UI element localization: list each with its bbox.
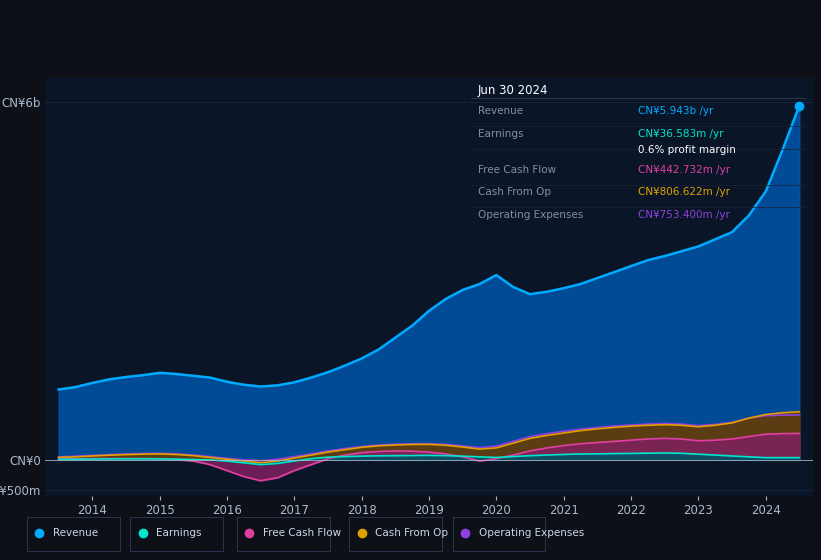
Text: CN¥5.943b /yr: CN¥5.943b /yr <box>639 106 713 116</box>
Text: Free Cash Flow: Free Cash Flow <box>478 165 556 175</box>
Text: Free Cash Flow: Free Cash Flow <box>263 529 341 538</box>
Text: CN¥806.622m /yr: CN¥806.622m /yr <box>639 186 731 197</box>
Text: Jun 30 2024: Jun 30 2024 <box>478 85 548 97</box>
Text: Operating Expenses: Operating Expenses <box>479 529 584 538</box>
FancyBboxPatch shape <box>27 516 120 551</box>
Text: Revenue: Revenue <box>478 106 523 116</box>
Text: 0.6% profit margin: 0.6% profit margin <box>639 146 736 156</box>
Text: Earnings: Earnings <box>478 129 523 139</box>
Text: Cash From Op: Cash From Op <box>375 529 448 538</box>
FancyBboxPatch shape <box>236 516 330 551</box>
Text: Revenue: Revenue <box>53 529 99 538</box>
Text: Cash From Op: Cash From Op <box>478 186 551 197</box>
Text: Earnings: Earnings <box>157 529 202 538</box>
Text: CN¥753.400m /yr: CN¥753.400m /yr <box>639 210 730 220</box>
Text: Operating Expenses: Operating Expenses <box>478 210 583 220</box>
FancyBboxPatch shape <box>349 516 442 551</box>
FancyBboxPatch shape <box>131 516 223 551</box>
Text: CN¥442.732m /yr: CN¥442.732m /yr <box>639 165 731 175</box>
FancyBboxPatch shape <box>452 516 545 551</box>
Text: CN¥36.583m /yr: CN¥36.583m /yr <box>639 129 724 139</box>
